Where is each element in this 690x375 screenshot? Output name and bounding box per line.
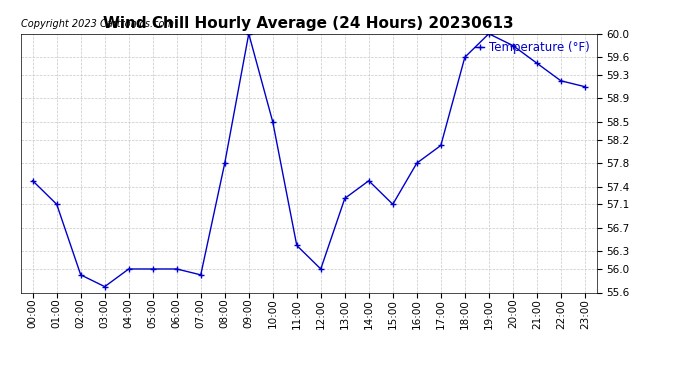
Temperature (°F) (148, 267, 157, 271)
Temperature (°F) (197, 273, 205, 277)
Temperature (°F) (557, 78, 565, 83)
Temperature (°F) (221, 161, 229, 165)
Temperature (°F) (341, 196, 349, 201)
Temperature (°F) (77, 273, 85, 277)
Temperature (°F) (125, 267, 133, 271)
Legend: Temperature (°F): Temperature (°F) (470, 36, 595, 58)
Temperature (°F) (437, 143, 445, 148)
Temperature (°F) (293, 243, 301, 248)
Temperature (°F) (172, 267, 181, 271)
Text: Copyright 2023 Cartronics.com: Copyright 2023 Cartronics.com (21, 19, 174, 28)
Title: Wind Chill Hourly Average (24 Hours) 20230613: Wind Chill Hourly Average (24 Hours) 202… (104, 16, 514, 31)
Temperature (°F) (28, 178, 37, 183)
Temperature (°F) (413, 161, 421, 165)
Temperature (°F) (509, 43, 517, 48)
Temperature (°F) (364, 178, 373, 183)
Temperature (°F) (533, 61, 541, 65)
Temperature (°F) (317, 267, 325, 271)
Temperature (°F) (245, 32, 253, 36)
Temperature (°F) (101, 284, 109, 289)
Temperature (°F) (461, 55, 469, 60)
Temperature (°F) (388, 202, 397, 207)
Temperature (°F) (268, 120, 277, 124)
Temperature (°F) (484, 32, 493, 36)
Temperature (°F) (52, 202, 61, 207)
Temperature (°F) (581, 84, 589, 89)
Line: Temperature (°F): Temperature (°F) (30, 31, 588, 290)
